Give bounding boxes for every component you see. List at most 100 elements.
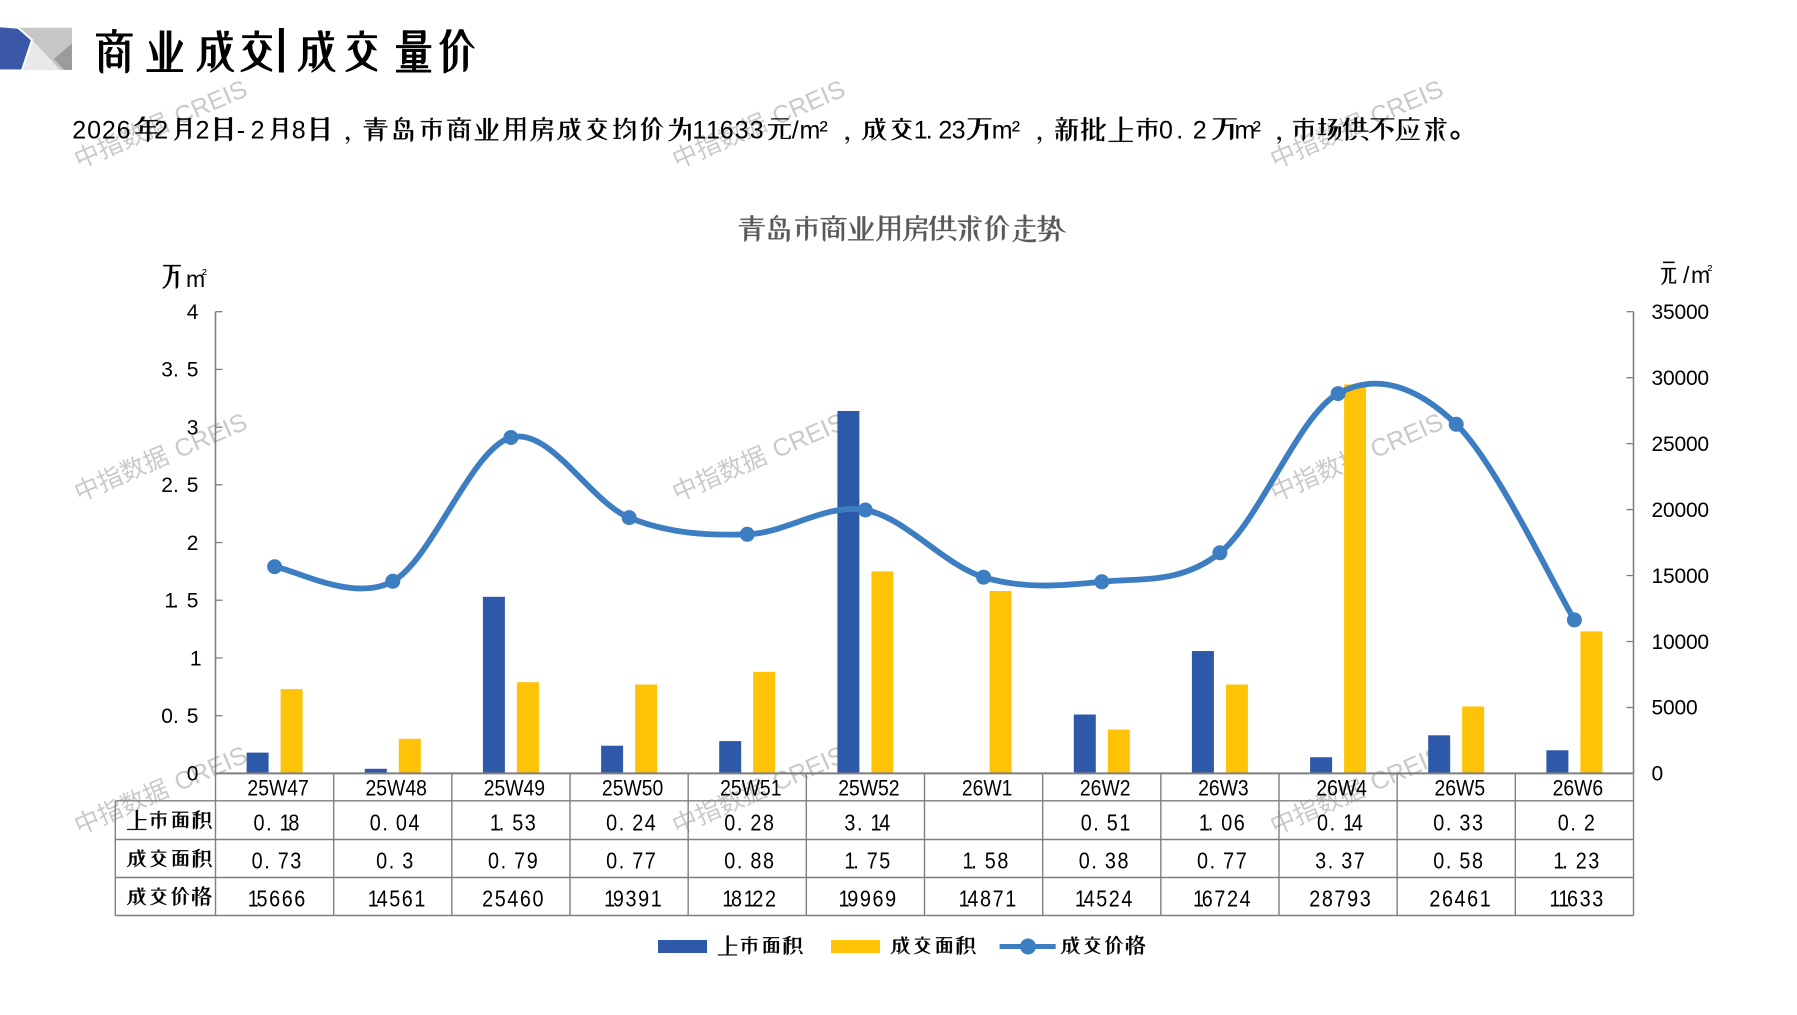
svg-text:0: 0 [1081,810,1092,836]
svg-text:25000: 25000 [1652,433,1709,456]
svg-text:2: 2 [251,117,265,145]
svg-text:/: / [792,117,799,145]
svg-text:1: 1 [1549,886,1560,912]
svg-text:m: m [186,266,205,292]
svg-text:.: . [173,474,179,497]
svg-text:4: 4 [1352,810,1363,836]
svg-text:/: / [1683,262,1690,288]
svg-text:6: 6 [294,886,305,912]
svg-text:4: 4 [1084,886,1095,912]
svg-text:25W51: 25W51 [720,776,781,800]
svg-text:5: 5 [495,886,506,912]
svg-text:4: 4 [1455,886,1466,912]
svg-text:26W1: 26W1 [962,776,1013,800]
svg-text:0: 0 [370,810,381,836]
svg-text:6: 6 [720,117,734,145]
svg-text:.: . [619,810,625,836]
svg-text:0: 0 [254,810,265,836]
svg-text:.: . [1562,848,1568,874]
svg-text:7: 7 [1354,848,1365,874]
svg-text:8: 8 [1118,848,1129,874]
svg-text:1: 1 [722,886,733,912]
svg-text:0: 0 [1558,810,1569,836]
svg-text:2: 2 [1193,117,1207,145]
svg-text:1: 1 [1193,886,1204,912]
svg-text:4: 4 [377,886,388,912]
svg-text:1: 1 [490,810,501,836]
svg-text:5: 5 [389,886,400,912]
svg-text:3: 3 [290,848,301,874]
svg-text:0: 0 [606,810,617,836]
svg-text:9: 9 [847,886,858,912]
svg-text:8: 8 [1472,848,1483,874]
svg-text:0: 0 [187,763,199,786]
svg-text:1: 1 [280,810,291,836]
svg-text:3: 3 [1592,886,1603,912]
svg-text:8: 8 [731,886,742,912]
svg-text:2: 2 [1309,886,1320,912]
svg-text:1: 1 [414,886,425,912]
svg-text:0: 0 [1197,848,1208,874]
svg-text:0: 0 [87,117,101,145]
svg-text:1: 1 [248,886,259,912]
svg-text:6: 6 [520,886,531,912]
svg-text:1: 1 [959,886,970,912]
svg-text:25W52: 25W52 [838,776,899,800]
svg-text:2: 2 [752,886,763,912]
svg-text:25W49: 25W49 [484,776,545,800]
svg-text:3: 3 [525,810,536,836]
svg-text:.: . [1330,810,1336,836]
svg-text:.: . [382,810,388,836]
svg-text:5000: 5000 [1652,697,1698,720]
svg-text:.: . [1570,810,1576,836]
svg-text:35000: 35000 [1652,301,1709,324]
svg-text:3: 3 [1580,886,1591,912]
svg-text:4: 4 [879,810,890,836]
svg-text:0: 0 [724,848,735,874]
svg-text:3: 3 [1341,848,1352,874]
svg-text:3: 3 [735,117,749,145]
svg-text:25W50: 25W50 [602,776,663,800]
svg-text:4: 4 [409,810,420,836]
svg-text:3: 3 [1105,848,1116,874]
svg-text:-: - [237,117,245,145]
svg-text:2: 2 [196,117,210,145]
svg-text:0: 0 [724,810,735,836]
svg-text:.: . [737,848,743,874]
svg-text:8: 8 [288,810,299,836]
svg-text:2: 2 [1429,886,1440,912]
svg-text:.: . [501,848,507,874]
svg-text:1: 1 [1119,810,1130,836]
svg-text:6: 6 [873,886,884,912]
svg-text:7: 7 [1236,848,1247,874]
svg-text:20000: 20000 [1652,499,1709,522]
svg-text:0: 0 [1079,848,1090,874]
svg-text:7: 7 [1335,886,1346,912]
svg-text:9: 9 [638,886,649,912]
svg-text:0: 0 [161,705,173,728]
svg-text:5: 5 [512,810,523,836]
svg-text:0: 0 [1433,848,1444,874]
svg-text:5: 5 [1459,848,1470,874]
svg-text:0: 0 [488,848,499,874]
svg-text:2: 2 [154,117,168,145]
svg-text:0: 0 [396,810,407,836]
svg-text:0: 0 [1652,763,1663,786]
svg-text:.: . [173,590,179,613]
svg-text:1: 1 [190,647,202,670]
svg-text:m: m [800,117,821,145]
svg-text:1: 1 [368,886,379,912]
svg-text:2: 2 [482,886,493,912]
svg-text:0: 0 [606,848,617,874]
svg-text:4: 4 [967,886,978,912]
svg-text:1: 1 [844,848,855,874]
svg-text:0: 0 [1433,810,1444,836]
svg-text:10000: 10000 [1652,631,1709,654]
svg-text:.: . [1210,848,1216,874]
svg-text:7: 7 [867,848,878,874]
svg-text:7: 7 [1214,886,1225,912]
svg-text:3: 3 [1472,810,1483,836]
svg-text:²: ² [820,117,828,145]
svg-text:26W5: 26W5 [1435,776,1486,800]
svg-text:7: 7 [1223,848,1234,874]
